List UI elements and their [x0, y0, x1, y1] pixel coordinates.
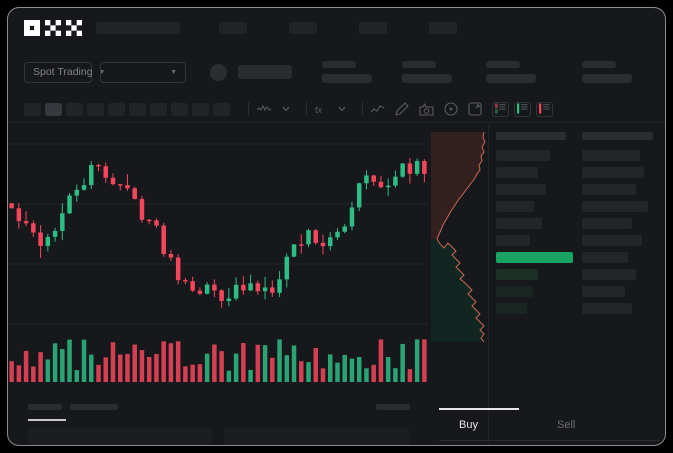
- svg-text:fx: fx: [315, 105, 323, 115]
